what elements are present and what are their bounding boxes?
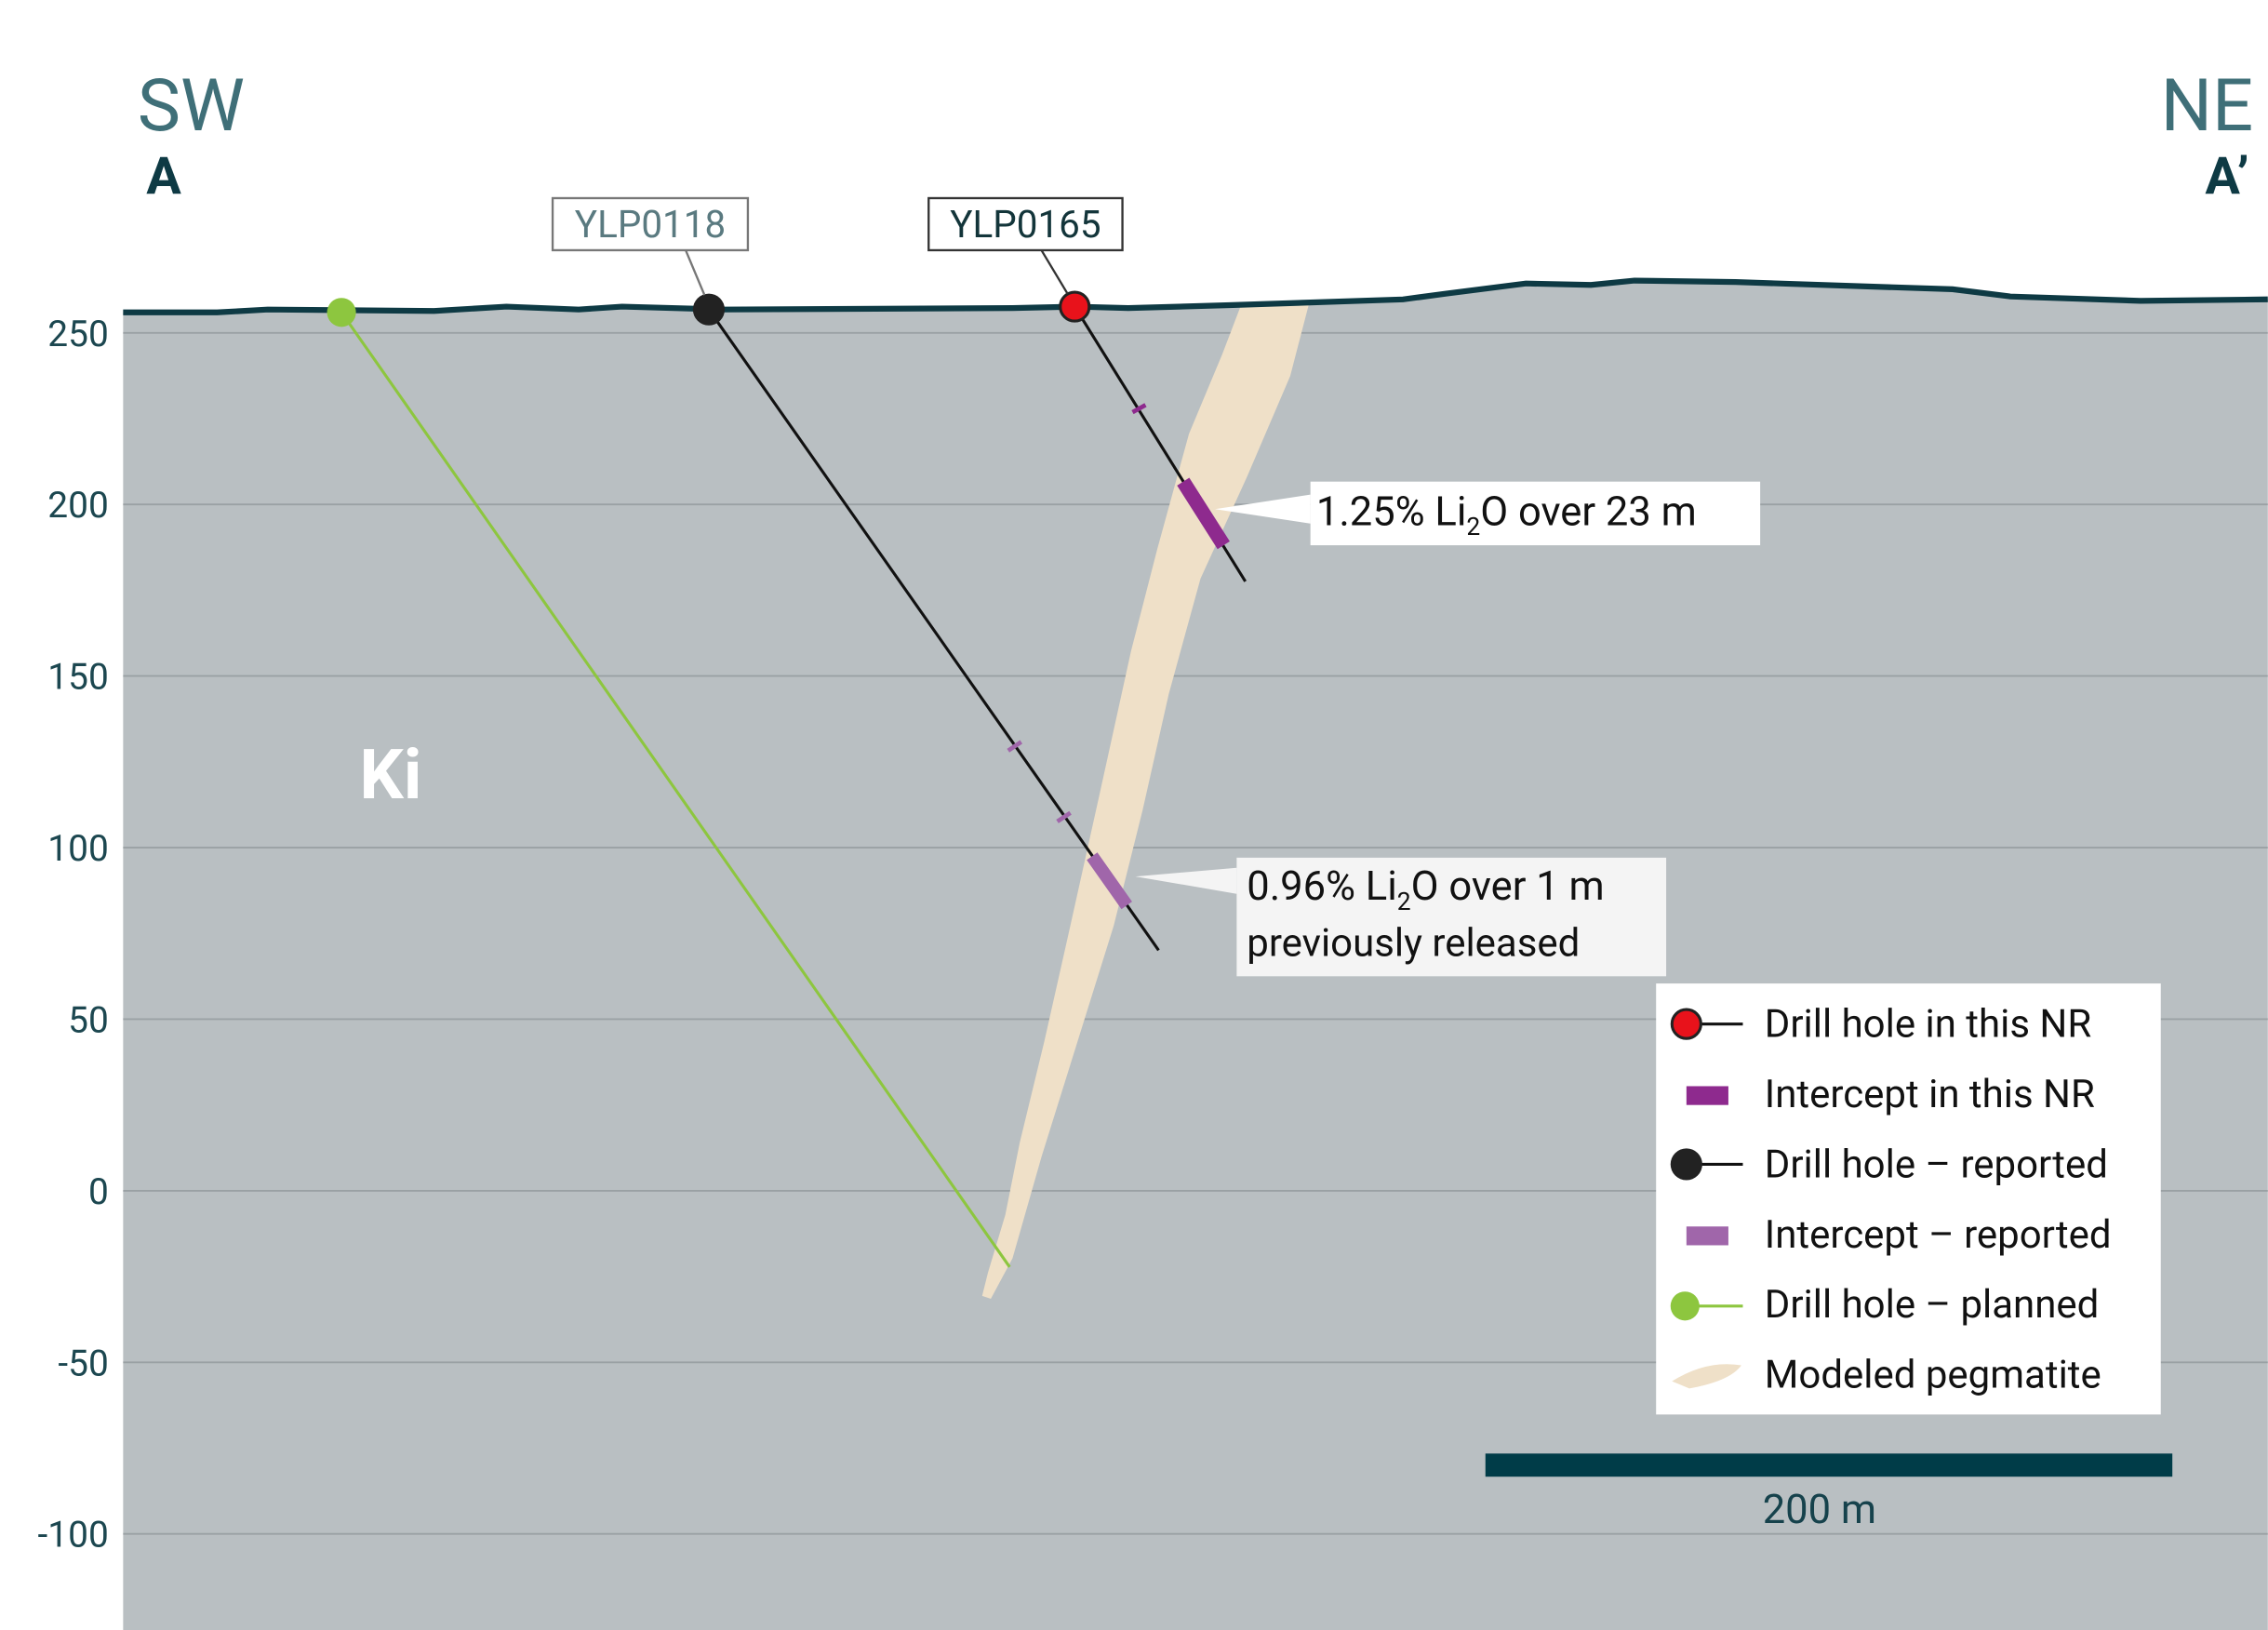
direction: SW (138, 63, 245, 148)
callout-box (1310, 481, 1761, 546)
legend-label: Drill hole – planned (1765, 1282, 2100, 1328)
reported-intercept (1087, 852, 1132, 910)
y-tick-label: 100 (47, 828, 109, 870)
legend-symbol (1686, 1086, 1728, 1105)
hole-label: YLP0165 (950, 203, 1101, 247)
annotation: 1.25% Li2O over 23 m (1316, 488, 1697, 541)
annotation-sub: 2 (1466, 513, 1480, 541)
pegmatite (981, 303, 1310, 1300)
y-tick-label: 200 (47, 485, 109, 527)
direction: NE (2161, 63, 2254, 148)
section-end: A’ (2205, 145, 2248, 207)
annotation-text: O over 1 m (1411, 862, 1605, 910)
callout-box (1236, 857, 1667, 977)
minor-intercept (1131, 403, 1147, 415)
minor-intercept (1007, 740, 1023, 753)
legend-symbol (1670, 1008, 1702, 1040)
legend-symbol (1672, 1364, 1741, 1389)
scale-label: 200 m (1763, 1486, 1876, 1533)
y-tick-label: 150 (47, 657, 109, 699)
y-tick-label: -100 (38, 1515, 109, 1557)
hole-label-box (551, 196, 750, 252)
legend-label: Drill hole in this NR (1765, 1002, 2092, 1048)
legend-symbol (1686, 1226, 1728, 1246)
legend-symbol (1670, 1291, 1700, 1321)
legend (1656, 983, 2161, 1415)
unit-label: Ki (359, 735, 421, 816)
annotation-text: 1.25% Li (1316, 488, 1467, 535)
planned-collar (327, 298, 356, 327)
y-tick-label: -50 (58, 1343, 108, 1384)
annotation-note: previously released (1247, 921, 1580, 967)
leader (685, 249, 706, 296)
callout-pointer (1215, 494, 1311, 524)
legend-label: Intercept – reported (1765, 1212, 2112, 1258)
hole-trace (707, 308, 1160, 952)
legend-label: Intercept in this NR (1765, 1072, 2095, 1117)
legend-symbol (1670, 1148, 1702, 1181)
legend-label: Drill hole – reported (1765, 1142, 2108, 1187)
y-tick-label: 50 (68, 999, 109, 1041)
annotation-sub: 2 (1397, 888, 1411, 916)
leader (1040, 249, 1069, 295)
hole-label-box (927, 196, 1124, 252)
callout-pointer (1135, 867, 1237, 894)
legend-label: Modeled pegmatite (1765, 1353, 2101, 1398)
section-end: A (146, 145, 181, 207)
new-intercept (1177, 477, 1230, 550)
y-tick-label: 0 (88, 1171, 109, 1213)
annotation: 0.96% Li2O over 1 m (1247, 862, 1604, 916)
ground-surface (123, 277, 2268, 315)
hole-label: YLP0118 (575, 203, 726, 247)
planned-hole (340, 311, 1011, 1268)
scale-bar (1485, 1453, 2173, 1477)
annotation-text: 0.96% Li (1247, 862, 1397, 910)
collar (1059, 290, 1091, 323)
y-tick-label: 250 (47, 314, 109, 355)
annotation-text: O over 23 m (1480, 488, 1697, 535)
minor-intercept (1056, 810, 1072, 823)
collar (692, 293, 726, 326)
